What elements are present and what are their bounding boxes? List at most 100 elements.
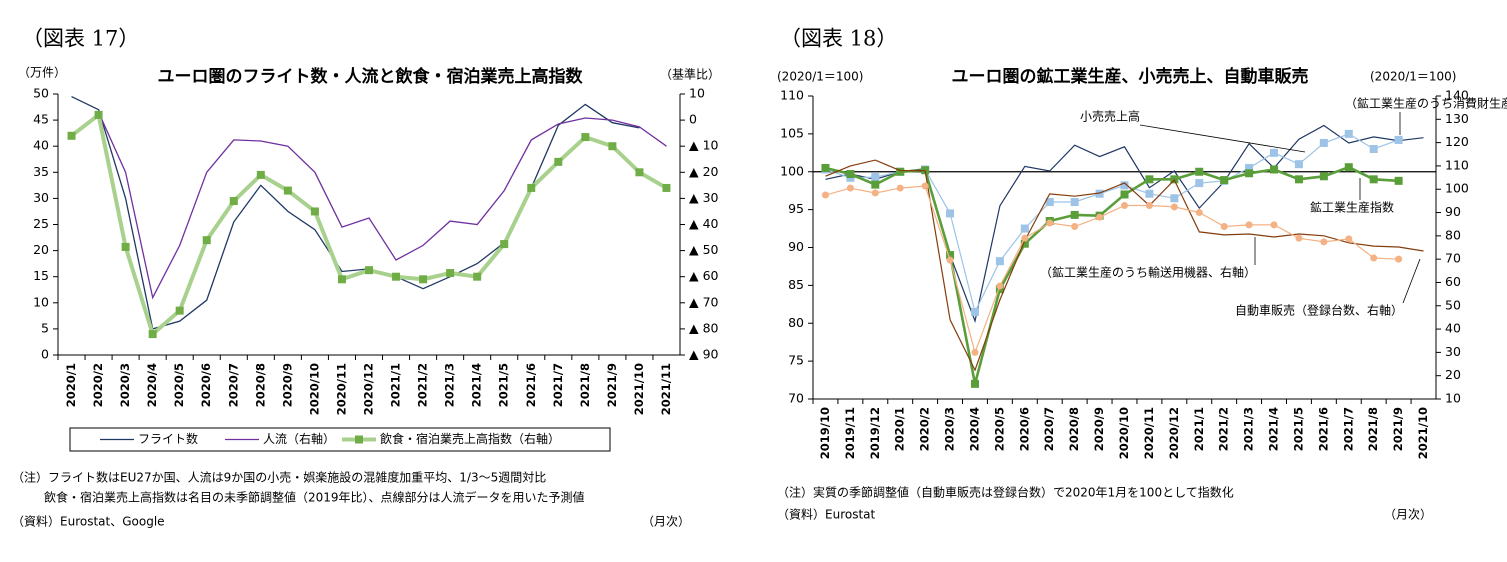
y-axis-label: (2020/1＝100): [777, 70, 864, 84]
x-tick-label: 2020/3: [943, 407, 957, 451]
point: [1220, 223, 1228, 231]
x-tick-label: 2020/4: [967, 407, 981, 451]
point: [970, 307, 979, 316]
point: [1046, 219, 1054, 227]
y2-tick-label: ▲ 40: [689, 216, 719, 231]
point: [1020, 239, 1029, 248]
x-tick-label: 2020/9: [1092, 407, 1106, 451]
point: [971, 348, 979, 356]
y2-tick-label: 30: [1445, 344, 1461, 359]
y2-tick-label: ▲ 70: [689, 294, 719, 309]
series-line: [825, 133, 1399, 314]
point: [1345, 235, 1353, 243]
y-tick-label: 40: [33, 138, 49, 153]
point: [1145, 202, 1153, 210]
point: [554, 157, 563, 166]
point: [473, 272, 482, 281]
x-tick-label: 2021/6: [1316, 407, 1330, 451]
point: [896, 184, 904, 192]
point: [896, 167, 905, 176]
point: [175, 306, 184, 315]
point: [1145, 189, 1154, 198]
point: [446, 269, 455, 278]
point: [1319, 172, 1328, 181]
point: [310, 207, 319, 216]
point: [1170, 194, 1179, 203]
point: [1294, 160, 1303, 169]
x-tick-label: 2021/1: [1192, 407, 1206, 451]
x-tick-label: 2020/7: [226, 363, 240, 407]
point: [846, 184, 854, 192]
y-tick-label: 10: [33, 294, 49, 309]
x-tick-label: 2020/2: [918, 407, 932, 451]
y-tick-label: 50: [33, 86, 49, 101]
legend-box: [69, 427, 611, 452]
x-tick-label: 2020/1: [64, 363, 78, 407]
y2-tick-label: 40: [1445, 321, 1461, 336]
y2-tick-label: ▲ 10: [689, 138, 719, 153]
y-tick-label: 45: [33, 112, 49, 127]
frequency-note: （月次）: [642, 515, 690, 529]
annotation: 鉱工業生産指数: [1310, 200, 1394, 215]
y2-tick-label: ▲ 60: [689, 268, 719, 283]
y-tick-label: 75: [788, 353, 804, 368]
point: [1071, 223, 1079, 231]
point: [256, 170, 265, 179]
point: [392, 272, 401, 281]
point: [365, 266, 373, 275]
y-tick-label: 0: [41, 347, 49, 362]
x-tick-label: 2021/5: [1291, 407, 1305, 451]
point: [1245, 221, 1253, 229]
point: [1369, 175, 1378, 184]
y2-tick-label: ▲ 20: [689, 164, 719, 179]
x-tick-label: 2021/10: [1416, 407, 1430, 459]
x-tick-label: 2020/1: [893, 407, 907, 451]
point: [1394, 135, 1403, 144]
series-line: [71, 96, 640, 330]
x-tick-label: 2021/4: [1267, 407, 1281, 451]
y-tick-label: 20: [33, 242, 49, 257]
figure-label: （図表 17）: [22, 27, 139, 51]
chart-title: ユーロ圏のフライト数・人流と飲食・宿泊業売上高指数: [158, 66, 584, 87]
point: [1120, 190, 1129, 199]
point: [871, 173, 880, 182]
point: [1020, 224, 1029, 233]
point: [1294, 175, 1303, 184]
x-tick-label: 2020/5: [992, 407, 1006, 451]
point: [946, 256, 954, 264]
point: [1270, 221, 1278, 229]
point: [1195, 209, 1203, 217]
point: [500, 240, 509, 249]
point: [1095, 189, 1104, 198]
x-tick-label: 2021/2: [416, 363, 430, 407]
point: [229, 197, 238, 206]
y-tick-label: 5: [41, 320, 49, 335]
y-tick-label: 105: [780, 125, 804, 140]
point: [946, 209, 955, 218]
annotation-leader: [1139, 124, 1306, 153]
y2-tick-label: 90: [1445, 204, 1461, 219]
point: [1220, 176, 1229, 185]
annotation: 小売売上高: [1080, 109, 1140, 124]
point: [1344, 163, 1353, 172]
point: [1295, 234, 1303, 242]
annotation: （鉱工業生産のうち輸送用機器、右軸）: [1040, 265, 1256, 280]
point: [635, 168, 644, 177]
x-tick-label: 2020/10: [307, 363, 321, 415]
x-tick-label: 2019/11: [843, 407, 857, 459]
x-tick-label: 2021/1: [389, 363, 403, 407]
note: （注）実質の季節調整値（自動車販売は登録台数）で2020年1月を100として指数…: [777, 485, 1234, 500]
x-tick-label: 2020/5: [172, 363, 186, 407]
point: [148, 330, 157, 339]
x-tick-label: 2020/8: [253, 363, 267, 407]
point: [283, 186, 292, 195]
point: [1121, 202, 1128, 210]
y2-tick-label: ▲ 30: [689, 190, 719, 205]
x-tick-label: 2021/8: [578, 363, 592, 407]
x-tick-label: 2020/7: [1042, 407, 1056, 451]
legend-label: 人流（右軸）: [263, 431, 335, 446]
point: [1344, 129, 1353, 138]
y2-tick-label: 10: [1445, 391, 1461, 406]
x-tick-label: 2020/12: [1167, 407, 1181, 459]
point: [995, 257, 1004, 266]
